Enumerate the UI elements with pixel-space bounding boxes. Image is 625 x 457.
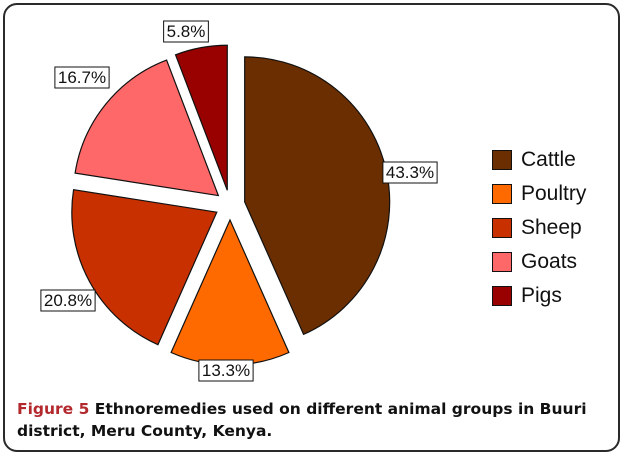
data-label-sheep: 20.8% [44,291,92,310]
data-label-goats: 16.7% [58,68,106,87]
pie-slice-goats [74,59,220,197]
legend-swatch-goats [492,252,512,272]
figure-caption: Figure 5 Ethnoremedies used on different… [17,398,597,442]
data-label-pigs: 5.8% [167,22,206,41]
legend-swatch-pigs [492,286,512,306]
caption-text: Ethnoremedies used on different animal g… [17,400,587,440]
data-label-box-sheep [40,289,96,312]
pie-slices [71,44,391,366]
data-label-box-pigs [163,20,209,43]
legend-item-sheep: Sheep [492,211,586,245]
legend-label-goats: Goats [521,250,578,273]
legend-label-pigs: Pigs [521,284,562,307]
legend-item-cattle: Cattle [492,143,586,177]
pie-slice-cattle [244,56,391,336]
pie-chart: 43.3% 13.3% 20.8% 16.7% 5.8% [40,20,438,382]
legend-swatch-poultry [492,184,512,204]
pie-slice-sheep [71,189,218,346]
legend-label-sheep: Sheep [521,216,582,239]
legend-label-poultry: Poultry [521,182,587,205]
data-label-box-cattle [382,161,438,184]
data-label-box-goats [54,66,110,89]
chart-legend: Cattle Poultry Sheep Goats Pigs [492,143,586,313]
legend-swatch-sheep [492,218,512,238]
legend-item-pigs: Pigs [492,279,586,313]
legend-label-cattle: Cattle [521,148,576,171]
pie-data-labels: 43.3% 13.3% 20.8% 16.7% 5.8% [40,20,438,382]
legend-item-goats: Goats [492,245,586,279]
data-label-poultry: 13.3% [202,361,250,380]
caption-label: Figure 5 [17,400,90,418]
data-label-cattle: 43.3% [386,163,434,182]
legend-item-poultry: Poultry [492,177,586,211]
legend-swatch-cattle [492,150,512,170]
pie-slice-pigs [174,44,228,191]
data-label-box-poultry [198,359,254,382]
